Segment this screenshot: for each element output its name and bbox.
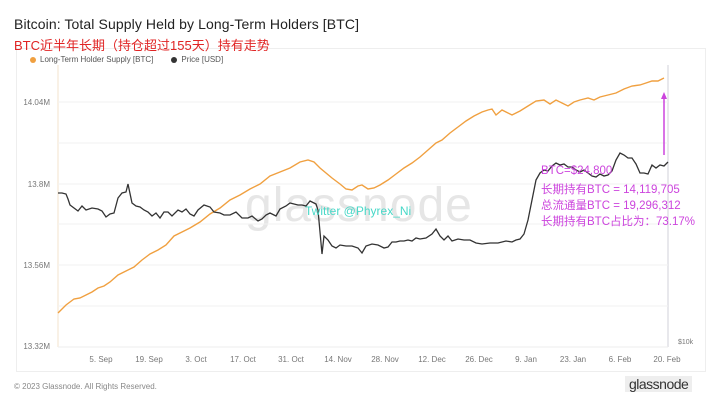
twitter-handle: Twitter @Phyrex_Ni xyxy=(305,204,412,218)
legend: Long-Term Holder Supply [BTC] Price [USD… xyxy=(30,55,223,64)
lth-supply-line xyxy=(57,77,665,314)
x-tick: 6. Feb xyxy=(608,355,632,364)
legend-label: Long-Term Holder Supply [BTC] xyxy=(40,55,154,64)
y-tick: 13.56M xyxy=(23,261,50,270)
chart-title: Bitcoin: Total Supply Held by Long-Term … xyxy=(14,16,360,32)
glassnode-watermark: glassnode xyxy=(245,179,473,232)
annotation-price: BTC=$24,800 xyxy=(541,165,613,177)
glassnode-logo: glassnode xyxy=(625,376,693,392)
x-tick: 26. Dec xyxy=(465,355,493,364)
x-tick: 28. Nov xyxy=(371,355,399,364)
y-tick: 13.32M xyxy=(23,342,50,351)
copyright: © 2023 Glassnode. All Rights Reserved. xyxy=(14,382,157,391)
legend-label: Price [USD] xyxy=(181,55,224,64)
x-tick: 17. Oct xyxy=(230,355,256,364)
x-tick: 20. Feb xyxy=(653,355,681,364)
y-tick: 13.8M xyxy=(27,180,50,189)
y-tick: 14.04M xyxy=(23,98,50,107)
price-line xyxy=(58,152,669,255)
legend-item-price[interactable]: Price [USD] xyxy=(171,55,223,64)
x-tick: 12. Dec xyxy=(418,355,446,364)
annotation-circulating: 总流通量BTC = 19,296,312 xyxy=(541,200,681,212)
x-tick: 23. Jan xyxy=(559,355,587,364)
x-tick: 14. Nov xyxy=(324,355,352,364)
annotation-lth: 长期持有BTC = 14,119,705 xyxy=(541,184,680,196)
x-tick: 5. Sep xyxy=(89,355,113,364)
annotation-ratio: 长期持有BTC占比为：73.17% xyxy=(541,216,696,228)
x-tick: 19. Sep xyxy=(135,355,163,364)
right-y-tick: $10k xyxy=(678,339,694,346)
chart-subtitle: BTC近半年长期（持仓超过155天）持有走势 xyxy=(14,38,270,53)
legend-item-lth-supply[interactable]: Long-Term Holder Supply [BTC] xyxy=(30,55,153,64)
black-dot-icon xyxy=(171,56,178,63)
orange-dot-icon xyxy=(30,56,36,63)
x-tick: 31. Oct xyxy=(278,355,304,364)
x-tick: 3. Oct xyxy=(185,355,207,364)
arrow-up-icon xyxy=(661,92,667,99)
x-tick: 9. Jan xyxy=(515,355,537,364)
